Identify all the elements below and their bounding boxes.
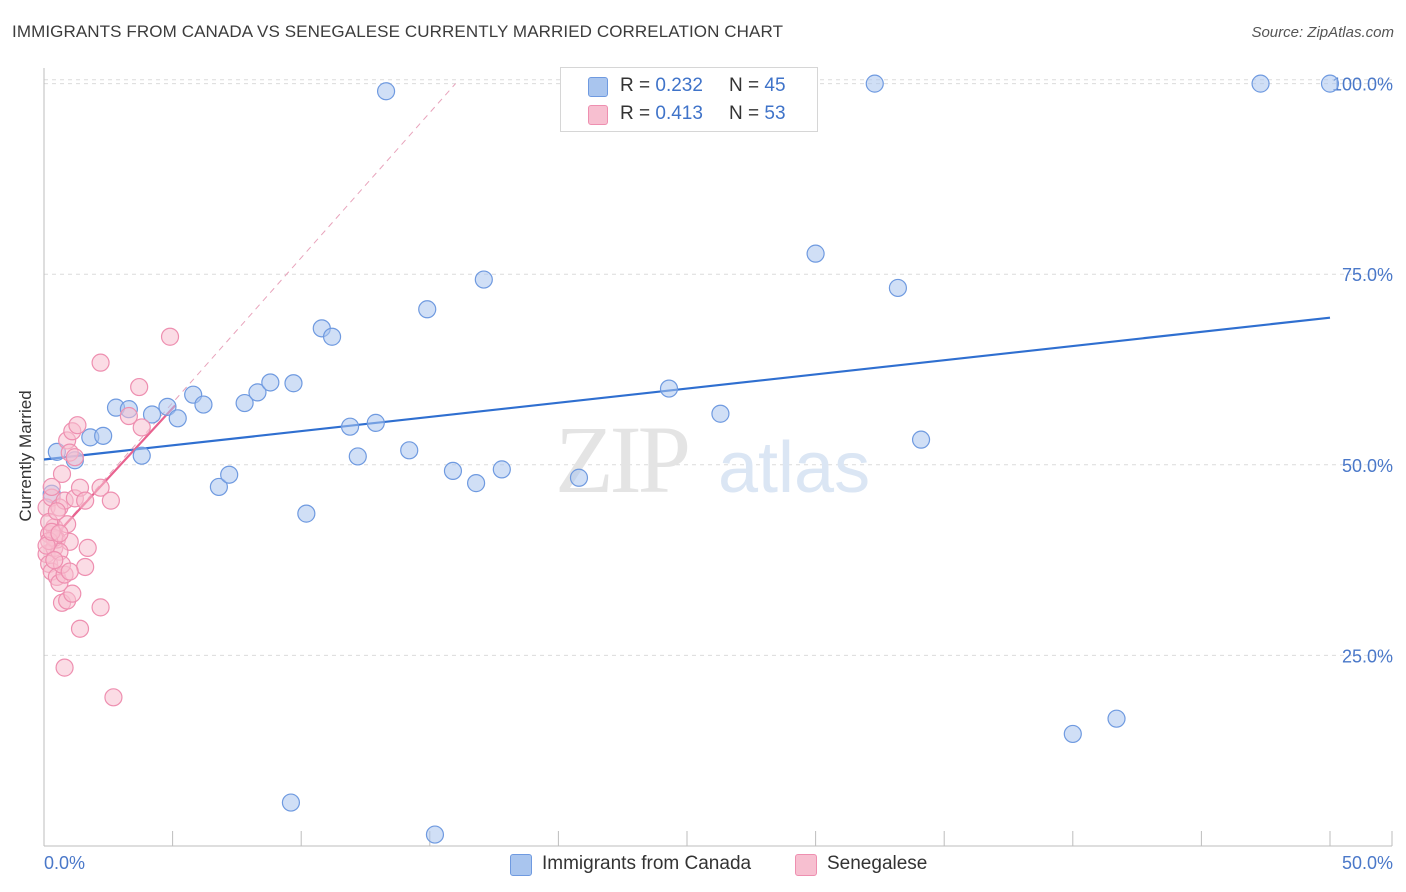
- watermark: ZIP atlas: [555, 406, 870, 513]
- legend-r-canada: R = 0.232: [620, 75, 703, 96]
- point-canada: [659, 379, 679, 398]
- y-tick-label: 75.0%: [1342, 265, 1393, 285]
- point-canada: [248, 383, 267, 402]
- point-canada: [340, 417, 360, 436]
- point-senegalese: [160, 327, 180, 346]
- source-label: Source: ZipAtlas.com: [1251, 24, 1394, 41]
- point-canada: [220, 465, 239, 484]
- legend-n-canada: N = 45: [729, 75, 786, 96]
- point-senegalese: [70, 619, 90, 638]
- point-canada: [400, 441, 419, 460]
- point-canada: [281, 793, 301, 812]
- point-senegalese: [52, 464, 72, 484]
- legend-swatch-canada: [588, 77, 608, 97]
- point-canada: [158, 397, 177, 416]
- point-canada: [194, 395, 213, 414]
- point-canada: [376, 82, 396, 101]
- point-canada: [865, 74, 884, 93]
- point-senegalese: [68, 416, 87, 435]
- point-canada: [418, 300, 437, 319]
- grid: [44, 79, 1392, 656]
- point-canada: [142, 405, 162, 424]
- point-canada: [297, 504, 316, 523]
- series-swatch-canada: [510, 854, 532, 876]
- trend-line-canada: [43, 316, 1331, 461]
- series-legend: Immigrants from Canada Senegalese: [0, 852, 1406, 878]
- point-canada: [888, 278, 908, 298]
- legend-n-senegalese: N = 53: [729, 103, 786, 124]
- watermark-zip: ZIP: [555, 406, 688, 513]
- point-canada: [1320, 74, 1340, 93]
- point-canada: [322, 327, 342, 346]
- point-senegalese: [119, 406, 138, 426]
- point-canada: [1251, 74, 1270, 93]
- point-senegalese: [91, 353, 110, 372]
- series-swatch-senegalese: [795, 854, 817, 876]
- legend-row-senegalese: R = 0.413 N = 53: [561, 100, 817, 128]
- trend-dashed-senegalese: [43, 83, 456, 549]
- point-canada: [168, 409, 187, 428]
- point-canada: [209, 477, 228, 497]
- legend-swatch-senegalese: [588, 105, 608, 125]
- y-tick-label: 25.0%: [1342, 646, 1393, 666]
- point-canada: [1063, 724, 1082, 744]
- point-canada: [348, 447, 367, 466]
- point-senegalese: [76, 491, 95, 510]
- data-points: [37, 74, 1340, 844]
- chart-title: IMMIGRANTS FROM CANADA VS SENEGALESE CUR…: [12, 22, 784, 41]
- point-senegalese: [78, 538, 97, 558]
- point-canada: [284, 374, 303, 393]
- x-tick-label: 0.0%: [44, 853, 85, 873]
- point-senegalese: [132, 418, 151, 437]
- y-tick-labels: 25.0% 50.0% 75.0% 100.0%: [1332, 75, 1393, 667]
- point-senegalese: [130, 377, 149, 397]
- x-tick-label: 50.0%: [1342, 853, 1393, 873]
- point-canada: [94, 426, 113, 445]
- point-canada: [911, 430, 931, 449]
- watermark-atlas: atlas: [718, 428, 870, 508]
- point-canada: [443, 461, 463, 481]
- point-senegalese: [101, 491, 120, 510]
- series-label-senegalese: Senegalese: [827, 853, 928, 874]
- point-canada: [492, 460, 511, 479]
- point-canada: [1107, 709, 1126, 728]
- point-canada: [466, 474, 486, 493]
- point-senegalese: [50, 524, 69, 543]
- y-tick-label: 50.0%: [1342, 456, 1393, 476]
- point-senegalese: [104, 688, 123, 707]
- point-canada: [711, 404, 730, 423]
- point-canada: [261, 373, 280, 392]
- point-canada: [366, 413, 385, 432]
- x-tick-labels: 0.0% 50.0%: [44, 853, 1393, 873]
- point-senegalese: [91, 598, 110, 617]
- point-senegalese: [55, 658, 74, 677]
- point-senegalese: [42, 477, 61, 497]
- point-senegalese: [47, 502, 66, 521]
- point-senegalese: [76, 557, 95, 577]
- point-senegalese: [91, 478, 110, 497]
- stats-legend: R = 0.232 N = 45 R = 0.413 N = 53: [560, 67, 818, 132]
- point-canada: [474, 270, 493, 289]
- point-senegalese: [60, 562, 79, 581]
- point-senegalese: [65, 448, 84, 467]
- y-tick-label: 100.0%: [1332, 75, 1393, 95]
- point-senegalese: [63, 584, 82, 603]
- series-label-canada: Immigrants from Canada: [542, 853, 752, 874]
- legend-row-canada: R = 0.232 N = 45: [561, 72, 817, 100]
- point-canada: [806, 244, 825, 263]
- point-canada: [569, 468, 589, 487]
- point-canada: [132, 446, 151, 465]
- legend-r-senegalese: R = 0.413: [620, 103, 703, 124]
- point-senegalese: [45, 551, 64, 570]
- point-canada: [235, 393, 254, 413]
- point-canada: [425, 825, 445, 844]
